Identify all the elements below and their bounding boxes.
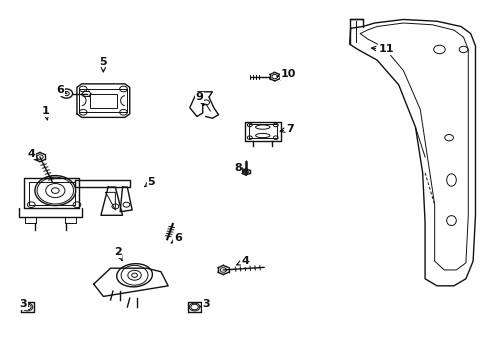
- Text: 4: 4: [27, 149, 38, 160]
- Text: 11: 11: [371, 45, 394, 54]
- Text: 2: 2: [114, 247, 122, 261]
- Text: 6: 6: [56, 85, 67, 95]
- Text: 1: 1: [42, 106, 49, 120]
- Bar: [90, 94, 117, 108]
- Text: 5: 5: [145, 177, 155, 187]
- Text: 4: 4: [237, 256, 249, 266]
- Text: 6: 6: [171, 233, 182, 243]
- Text: 3: 3: [199, 299, 210, 309]
- Text: 8: 8: [234, 163, 245, 173]
- Text: 10: 10: [277, 69, 296, 79]
- Text: 5: 5: [99, 57, 107, 72]
- Text: 7: 7: [280, 124, 294, 134]
- Text: 9: 9: [196, 92, 204, 105]
- Text: 3: 3: [19, 299, 29, 309]
